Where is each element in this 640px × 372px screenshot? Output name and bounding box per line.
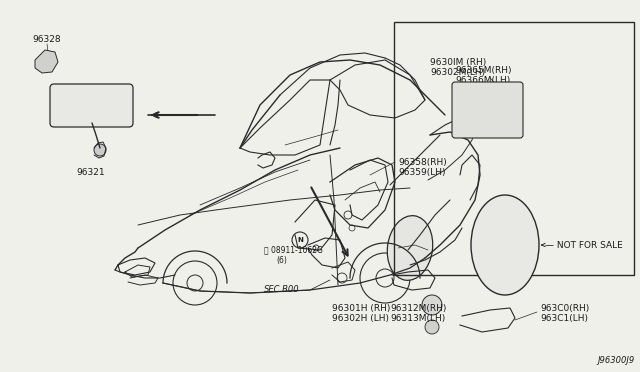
Polygon shape — [35, 50, 58, 73]
Circle shape — [425, 320, 439, 334]
Bar — [394, 22, 634, 275]
FancyBboxPatch shape — [452, 82, 523, 138]
Text: N: N — [297, 237, 303, 243]
Text: 96358(RH): 96358(RH) — [398, 157, 447, 167]
Circle shape — [499, 104, 511, 116]
Text: 96313M(LH): 96313M(LH) — [390, 314, 445, 323]
Text: X: X — [484, 105, 490, 111]
Text: 96302M(LH): 96302M(LH) — [430, 67, 485, 77]
Text: (6): (6) — [276, 256, 287, 264]
Text: — NOT FOR SALE: — NOT FOR SALE — [545, 241, 623, 250]
Ellipse shape — [387, 216, 433, 280]
Text: 96328: 96328 — [33, 35, 61, 44]
Text: J96300J9: J96300J9 — [598, 356, 635, 365]
Text: 96365M(RH): 96365M(RH) — [455, 65, 511, 74]
Text: 96366M(LH): 96366M(LH) — [455, 76, 510, 84]
FancyBboxPatch shape — [50, 84, 133, 127]
Text: 96312M(RH): 96312M(RH) — [390, 304, 446, 312]
Text: 96301H (RH): 96301H (RH) — [332, 304, 390, 312]
Ellipse shape — [471, 195, 539, 295]
Text: 9630IM (RH): 9630IM (RH) — [430, 58, 486, 67]
Text: Ⓝ 08911-1062G: Ⓝ 08911-1062G — [264, 246, 323, 254]
Circle shape — [462, 104, 474, 116]
Text: SEC.B00: SEC.B00 — [264, 285, 300, 295]
Text: 96359(LH): 96359(LH) — [398, 167, 445, 176]
Circle shape — [422, 295, 442, 315]
Text: 96321: 96321 — [77, 168, 106, 177]
Circle shape — [94, 144, 106, 156]
Text: 96302H (LH): 96302H (LH) — [332, 314, 389, 323]
Text: 963C1(LH): 963C1(LH) — [540, 314, 588, 323]
Text: 963C0(RH): 963C0(RH) — [540, 304, 589, 312]
